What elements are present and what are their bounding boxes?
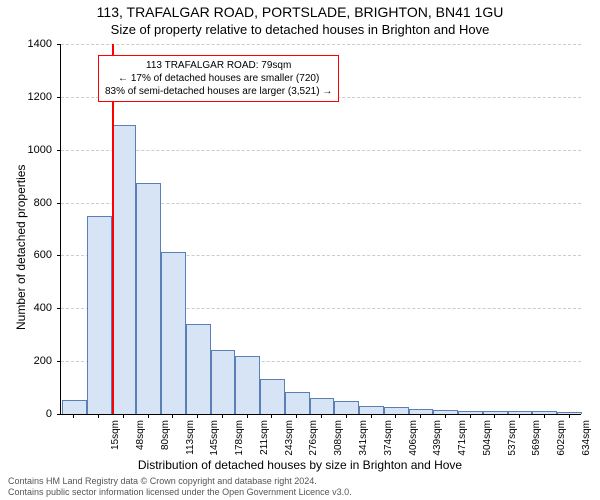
histogram-bar [235,356,260,414]
ytick-label: 1200 [12,91,52,103]
histogram-bar [136,183,161,414]
xtick-label: 145sqm [209,420,220,460]
histogram-bar [285,392,310,414]
xtick-label: 569sqm [531,420,542,460]
info-line-2: ← 17% of detached houses are smaller (72… [105,72,332,85]
ytick-mark [57,44,61,45]
gridline [61,44,581,45]
page-title: 113, TRAFALGAR ROAD, PORTSLADE, BRIGHTON… [0,4,600,20]
xtick-label: 602sqm [556,420,567,460]
ytick-label: 200 [12,355,52,367]
histogram-bar [334,401,359,414]
ytick-label: 1400 [12,38,52,50]
info-line-1: 113 TRAFALGAR ROAD: 79sqm [105,59,332,72]
xtick-label: 439sqm [432,420,443,460]
xtick-label: 80sqm [160,420,171,460]
gridline [61,150,581,151]
ytick-label: 0 [12,408,52,420]
histogram-bar [211,350,236,414]
xtick-label: 471sqm [457,420,468,460]
x-axis-title: Distribution of detached houses by size … [0,458,600,472]
histogram-bar [161,252,186,414]
xtick-label: 374sqm [383,420,394,460]
xtick-label: 537sqm [507,420,518,460]
attribution-line-2: Contains public sector information licen… [8,487,352,498]
ytick-mark [57,203,61,204]
xtick-label: 211sqm [259,420,270,460]
xtick-label: 48sqm [135,420,146,460]
xtick-label: 113sqm [185,420,196,460]
xtick-label: 634sqm [581,420,592,460]
info-line-3: 83% of semi-detached houses are larger (… [105,85,332,98]
ytick-mark [57,97,61,98]
attribution-line-1: Contains HM Land Registry data © Crown c… [8,476,317,487]
histogram-bar [384,407,409,414]
histogram-bar [359,406,384,414]
histogram-bar [62,400,87,414]
histogram-bar [186,324,211,414]
xtick-label: 308sqm [333,420,344,460]
xtick-label: 243sqm [284,420,295,460]
xtick-label: 504sqm [482,420,493,460]
ytick-label: 1000 [12,144,52,156]
x-axis-ticks: 15sqm 48sqm 80sqm 113sqm 145sqm 178sqm 211sqm 2… [60,414,580,460]
xtick-label: 276sqm [308,420,319,460]
histogram-bar [310,398,335,414]
chart-container: 113, TRAFALGAR ROAD, PORTSLADE, BRIGHTON… [0,0,600,500]
histogram-bar [87,216,112,414]
xtick-label: 15sqm [110,420,121,460]
ytick-mark [57,308,61,309]
xtick-label: 341sqm [358,420,369,460]
xtick-label: 178sqm [234,420,245,460]
histogram-bar [260,379,285,414]
ytick-mark [57,361,61,362]
xtick-label: 406sqm [408,420,419,460]
page-subtitle: Size of property relative to detached ho… [0,22,600,37]
ytick-mark [57,255,61,256]
property-info-box: 113 TRAFALGAR ROAD: 79sqm ← 17% of detac… [98,55,339,102]
ytick-mark [57,150,61,151]
y-axis-label: Number of detached properties [14,165,28,330]
histogram-bar [112,125,137,414]
